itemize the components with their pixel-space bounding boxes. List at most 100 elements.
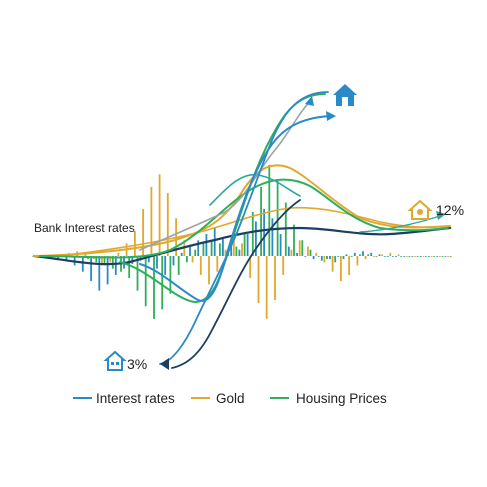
bar-gold-34 — [315, 252, 318, 256]
bar-gold-36 — [331, 256, 334, 272]
bar-housing-prices-18 — [186, 256, 188, 263]
arrowhead-right — [436, 211, 446, 220]
bar-interest-rates-48 — [428, 256, 430, 257]
bar-gold-37 — [340, 256, 342, 282]
bar-interest-rates-39 — [353, 252, 356, 256]
bar-housing-prices-46 — [416, 256, 419, 257]
bar-housing-prices-38 — [350, 256, 353, 257]
bar-gold-46 — [414, 256, 416, 257]
bar-housing-prices-32 — [301, 240, 304, 256]
bar-interest-rates-33 — [304, 256, 307, 257]
bar-gold-14 — [150, 186, 153, 256]
bar-housing-prices-45 — [408, 256, 411, 257]
bar-housing-prices-22 — [219, 243, 221, 256]
bar-interest-rates-3 — [57, 256, 59, 260]
bar-gold-47 — [422, 256, 425, 257]
bar-gold-16 — [166, 193, 169, 256]
bar-interest-rates-16 — [164, 256, 167, 275]
bar-interest-rates-25 — [238, 249, 241, 256]
trend-line-blue-down — [159, 91, 329, 365]
bar-interest-rates-35 — [320, 256, 323, 261]
bar-housing-prices-26 — [251, 212, 254, 256]
bar-housing-prices-37 — [342, 256, 345, 260]
bar-interest-rates-42 — [378, 254, 381, 256]
bar-gold-39 — [356, 256, 359, 266]
house-icon — [103, 350, 127, 371]
bar-interest-rates-43 — [386, 256, 389, 257]
bar-housing-prices-11 — [128, 256, 131, 278]
bar-gold-9 — [109, 256, 112, 263]
bar-interest-rates-9 — [106, 256, 109, 285]
bar-housing-prices-35 — [326, 256, 328, 260]
bar-gold-44 — [397, 254, 400, 256]
annotation-axis-label: Bank Interest rates — [34, 221, 135, 235]
bar-housing-prices-50 — [449, 256, 452, 257]
bar-housing-prices-31 — [293, 224, 295, 256]
bar-interest-rates-47 — [419, 256, 422, 257]
bar-gold-19 — [191, 256, 194, 263]
bar-interest-rates-23 — [222, 237, 224, 256]
bar-housing-prices-43 — [392, 256, 394, 257]
bar-gold-31 — [290, 249, 293, 256]
bar-interest-rates-46 — [411, 256, 414, 257]
bar-gold-20 — [199, 256, 202, 275]
bar-gold-26 — [249, 256, 252, 278]
bar-housing-prices-8 — [103, 256, 106, 266]
bar-gold-40 — [364, 256, 367, 260]
bar-gold-48 — [430, 256, 433, 257]
bar-gold-32 — [298, 240, 301, 256]
bar-housing-prices-12 — [136, 256, 139, 291]
arrowheads — [160, 96, 446, 370]
bar-interest-rates-45 — [403, 256, 406, 257]
bar-gold-45 — [405, 256, 408, 257]
bar-interest-rates-17 — [172, 256, 175, 266]
trend-lines — [32, 91, 452, 369]
legend-label-housing-prices: Housing Prices — [296, 391, 387, 406]
bar-gold-13 — [142, 208, 144, 256]
arrowhead-top — [326, 111, 336, 121]
bar-interest-rates-4 — [65, 256, 68, 261]
bar-gold-42 — [381, 254, 383, 256]
bar-gold-27 — [257, 256, 260, 304]
bar-housing-prices-40 — [367, 254, 370, 256]
trend-line-right — [359, 215, 441, 233]
arrowhead-bottom — [160, 358, 169, 370]
bar-interest-rates-28 — [263, 208, 265, 256]
bar-interest-rates-20 — [197, 240, 200, 256]
house-icon — [333, 84, 357, 106]
bar-gold-25 — [241, 243, 243, 256]
trend-line-navy — [32, 226, 452, 266]
bar-gold-15 — [158, 174, 161, 256]
bar-housing-prices-20 — [202, 243, 205, 256]
bar-interest-rates-31 — [287, 246, 290, 256]
trend-line-dark-down — [171, 199, 301, 369]
bar-housing-prices-36 — [334, 256, 337, 263]
bar-gold-29 — [274, 256, 276, 300]
trend-line-blue-up — [139, 115, 331, 302]
house-icon — [407, 199, 433, 220]
bar-interest-rates-38 — [345, 254, 348, 256]
legend-label-gold: Gold — [216, 391, 245, 406]
bar-housing-prices-28 — [268, 164, 271, 256]
trend-line-green-1 — [39, 178, 449, 259]
bar-interest-rates-50 — [444, 256, 447, 257]
bar-gold-10 — [117, 252, 120, 256]
bar-housing-prices-42 — [383, 256, 386, 257]
bar-housing-prices-15 — [161, 256, 164, 310]
bar-interest-rates-26 — [246, 234, 249, 256]
bar-gold-12 — [134, 230, 136, 256]
bar-layer — [32, 164, 452, 319]
bar-interest-rates-34 — [312, 256, 315, 260]
legend: Interest rates Gold Housing Prices — [73, 391, 387, 406]
bar-gold-21 — [208, 256, 210, 285]
annotation-high-value: 12% — [436, 202, 464, 218]
bar-gold-35 — [323, 256, 326, 263]
bar-housing-prices-16 — [169, 256, 172, 294]
bar-interest-rates-6 — [81, 256, 84, 272]
bar-housing-prices-41 — [375, 256, 378, 257]
bar-interest-rates-19 — [189, 246, 191, 256]
bar-interest-rates-32 — [296, 252, 298, 256]
bar-gold-28 — [265, 256, 268, 319]
bar-housing-prices-7 — [95, 256, 98, 263]
